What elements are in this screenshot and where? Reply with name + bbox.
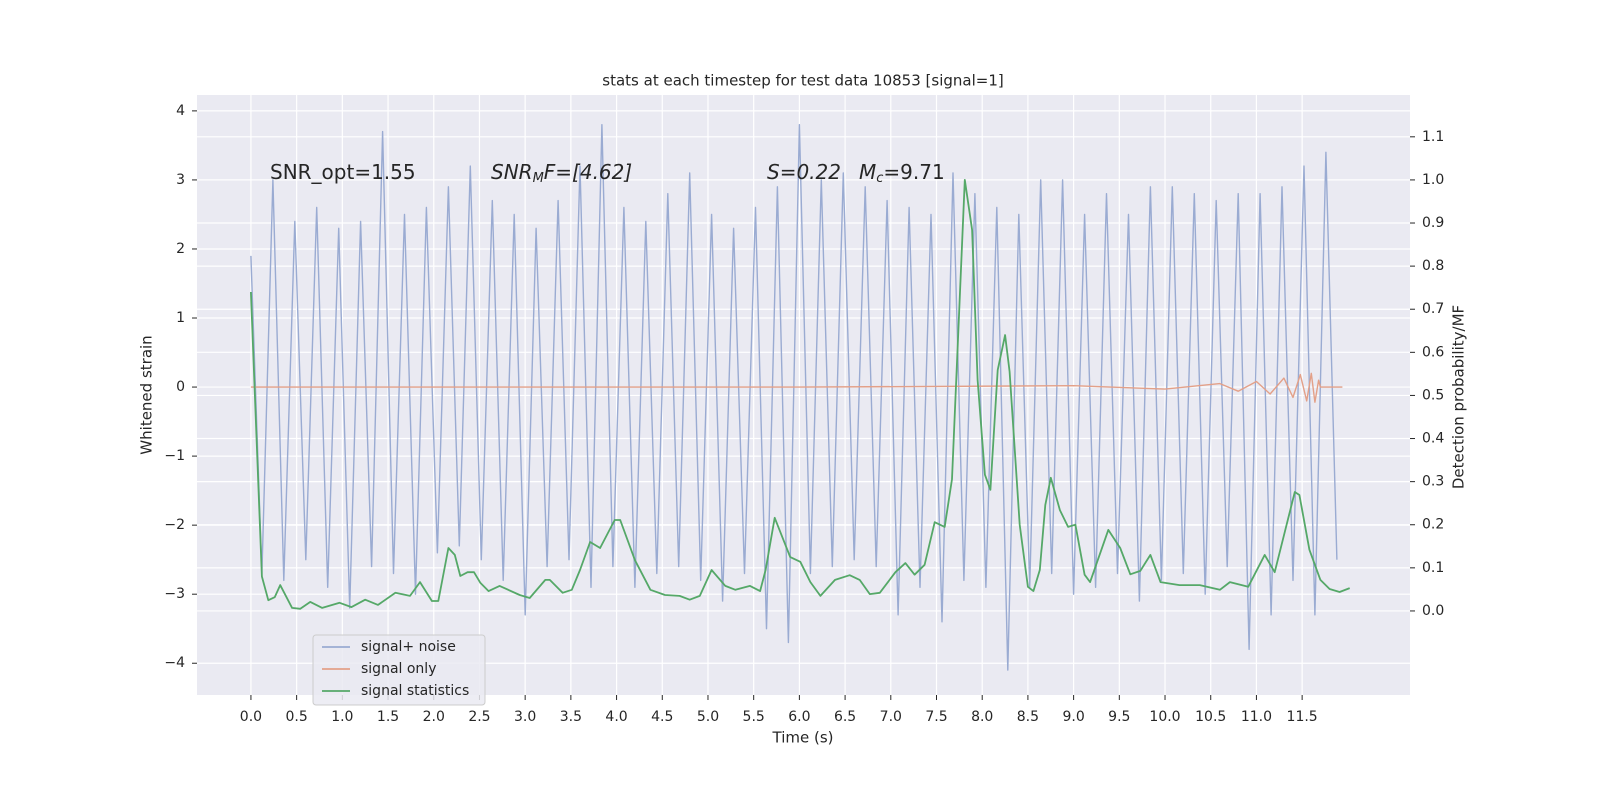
annotation: SNR_opt=1.55 xyxy=(270,160,416,184)
annotation-part: M xyxy=(859,160,876,184)
y2-tick-label: 0.0 xyxy=(1422,603,1444,619)
y2-tick-label: 0.3 xyxy=(1422,474,1444,490)
x-tick-label: 2.0 xyxy=(423,709,445,725)
x-tick-label: 0.5 xyxy=(286,709,308,725)
y-tick-label: −4 xyxy=(164,655,185,671)
y-tick-label: −2 xyxy=(164,517,185,533)
x-tick-label: 1.0 xyxy=(331,709,353,725)
y-tick-label: 0 xyxy=(176,379,185,395)
x-tick-label: 7.5 xyxy=(925,709,947,725)
y2-tick-label: 0.5 xyxy=(1422,387,1444,403)
y2-tick-label: 1.0 xyxy=(1422,172,1444,188)
legend-label: signal+ noise xyxy=(361,639,456,655)
annotation: Mc=9.71 xyxy=(859,160,945,186)
y-tick-label: 1 xyxy=(176,310,185,326)
annotation-part: SNR_opt=1.55 xyxy=(270,160,416,184)
y-tick-label: 3 xyxy=(176,172,185,188)
chart-title: stats at each timestep for test data 108… xyxy=(602,72,1003,90)
y2-tick-label: 0.8 xyxy=(1422,258,1444,274)
legend-box xyxy=(312,634,486,706)
x-tick-label: 1.5 xyxy=(377,709,399,725)
x-tick-label: 7.0 xyxy=(880,709,902,725)
annotation: SNRMF=[4.62] xyxy=(491,160,632,186)
series-line xyxy=(250,124,1338,671)
y2-tick-label: 0.7 xyxy=(1422,301,1444,317)
x-tick-label: 10.5 xyxy=(1195,709,1226,725)
y-tick-label: −3 xyxy=(164,586,185,602)
legend-label: signal only xyxy=(361,661,436,677)
x-tick-label: 3.0 xyxy=(514,709,536,725)
y-axis-label: Whitened strain xyxy=(138,335,156,454)
annotation: S=0.22 xyxy=(767,160,841,184)
marks xyxy=(250,124,1351,671)
x-tick-label: 4.5 xyxy=(651,709,673,725)
y2-tick-label: 0.6 xyxy=(1422,344,1444,360)
annotation-part: c xyxy=(876,171,883,186)
annotation-part: =9.71 xyxy=(883,160,944,184)
x-tick-label: 0.0 xyxy=(240,709,262,725)
annotation-part: SNR xyxy=(491,160,533,184)
x-tick-label: 3.5 xyxy=(560,709,582,725)
x-tick-label: 8.0 xyxy=(971,709,993,725)
x-tick-label: 4.0 xyxy=(605,709,627,725)
x-tick-label: 11.0 xyxy=(1241,709,1272,725)
overlay: SNR_opt=1.55 SNRMF=[4.62] S=0.22 Mc=9.71sig… xyxy=(270,160,945,706)
legend-label: signal statistics xyxy=(361,683,469,699)
x-tick-label: 9.5 xyxy=(1108,709,1130,725)
annotation-part: F=[4.62] xyxy=(544,160,632,184)
x-axis-label: Time (s) xyxy=(772,729,834,747)
y-tick-label: −1 xyxy=(164,448,185,464)
series-line xyxy=(250,372,1343,403)
x-tick-label: 5.0 xyxy=(697,709,719,725)
y2-tick-label: 1.1 xyxy=(1422,129,1444,145)
x-tick-label: 6.0 xyxy=(788,709,810,725)
x-tick-label: 6.5 xyxy=(834,709,856,725)
annotation-part: S=0.22 xyxy=(767,160,841,184)
y2-tick-label: 0.4 xyxy=(1422,431,1444,447)
series-line xyxy=(250,179,1351,610)
x-tick-label: 5.5 xyxy=(743,709,765,725)
y2-tick-label: 0.9 xyxy=(1422,215,1444,231)
y-tick-label: 4 xyxy=(176,103,185,119)
x-tick-label: 10.0 xyxy=(1149,709,1180,725)
y2-tick-label: 0.2 xyxy=(1422,517,1444,533)
x-tick-label: 2.5 xyxy=(468,709,490,725)
x-tick-label: 8.5 xyxy=(1017,709,1039,725)
x-tick-label: 9.0 xyxy=(1062,709,1084,725)
x-tick-label: 11.5 xyxy=(1287,709,1318,725)
y2-axis-label: Detection probability/MF xyxy=(1450,305,1468,489)
y-tick-label: 2 xyxy=(176,241,185,257)
y2-tick-label: 0.1 xyxy=(1422,560,1444,576)
annotation-part: M xyxy=(533,171,544,186)
